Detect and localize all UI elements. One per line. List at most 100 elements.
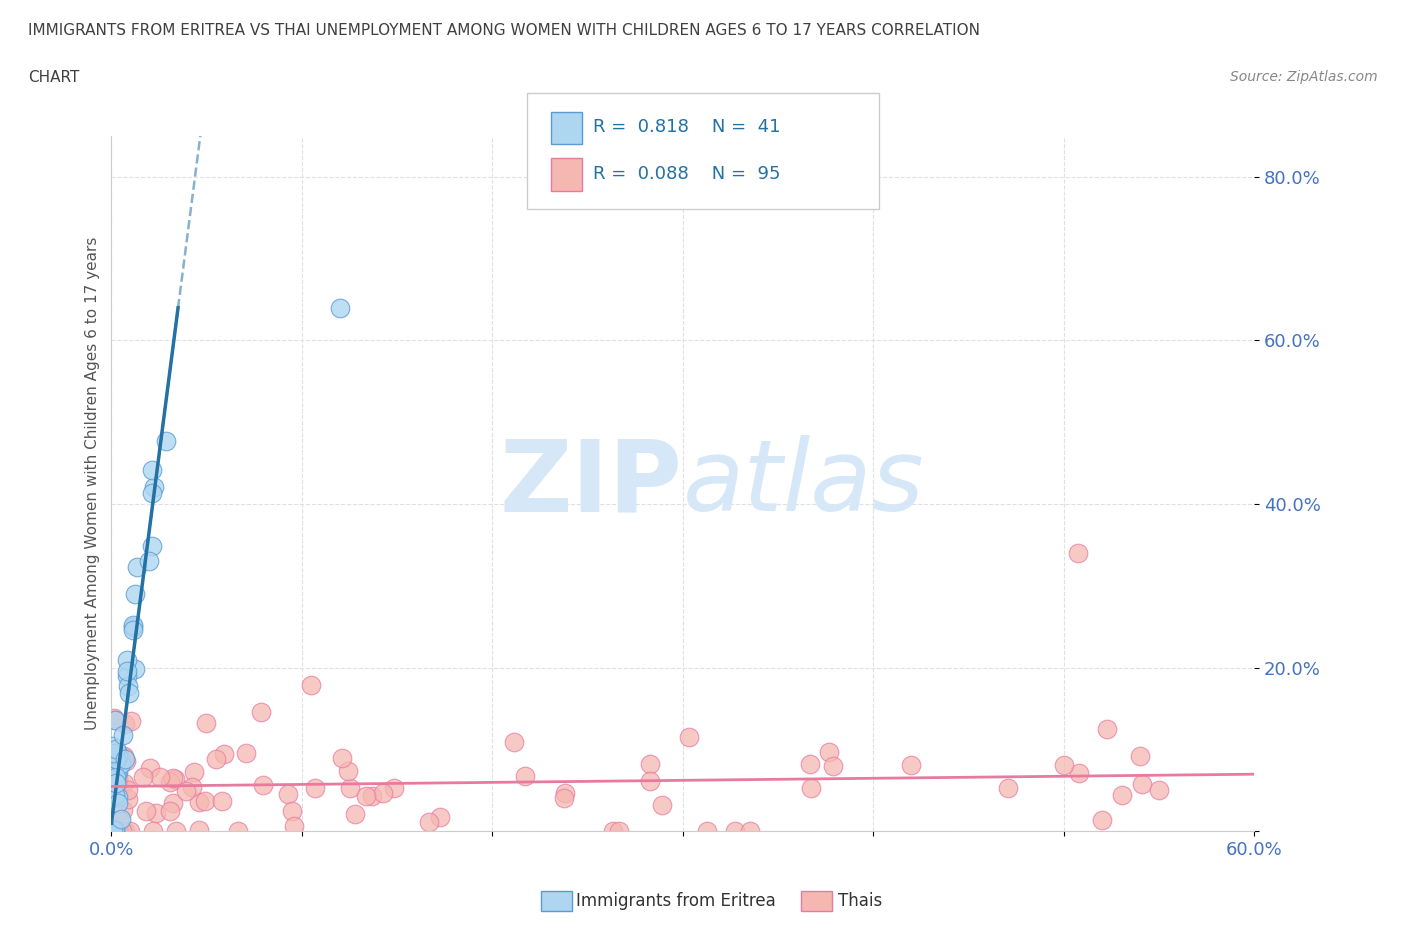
Point <box>163 772 186 787</box>
Point <box>105 785 128 800</box>
Point <box>103 822 125 837</box>
Point <box>823 758 845 773</box>
Point <box>329 300 352 315</box>
Point <box>108 778 131 793</box>
Point <box>112 749 135 764</box>
Point <box>104 712 127 727</box>
Point <box>250 705 273 720</box>
Point <box>105 776 128 790</box>
Point <box>132 770 155 785</box>
Point <box>120 713 142 728</box>
Point <box>1067 546 1090 561</box>
Point <box>110 756 132 771</box>
Point <box>103 819 125 834</box>
Point <box>211 793 233 808</box>
Point <box>1130 777 1153 791</box>
Point <box>105 766 128 781</box>
Point <box>1147 782 1170 797</box>
Point <box>194 794 217 809</box>
Point <box>1095 722 1118 737</box>
Point <box>373 786 395 801</box>
Point <box>344 806 367 821</box>
Point <box>107 773 129 788</box>
Point <box>554 785 576 800</box>
Point <box>165 823 187 838</box>
Point <box>515 769 537 784</box>
Point <box>226 823 249 838</box>
Point <box>651 798 673 813</box>
Point <box>205 751 228 766</box>
Point <box>122 619 145 634</box>
Point <box>429 810 451 825</box>
Point <box>105 742 128 757</box>
Point <box>997 780 1019 795</box>
Point <box>111 803 134 817</box>
Text: R =  0.818    N =  41: R = 0.818 N = 41 <box>593 118 780 137</box>
Point <box>138 553 160 568</box>
Point <box>330 751 353 765</box>
Point <box>135 804 157 818</box>
Point <box>214 747 236 762</box>
Point <box>799 757 821 772</box>
Point <box>640 773 662 788</box>
Point <box>122 623 145 638</box>
Point <box>418 815 440 830</box>
Point <box>114 752 136 767</box>
Point <box>724 823 747 838</box>
Point <box>104 751 127 766</box>
Text: Thais: Thais <box>838 892 882 910</box>
Point <box>107 790 129 804</box>
Point <box>162 770 184 785</box>
Point <box>181 779 204 794</box>
Point <box>1067 765 1090 780</box>
Point <box>818 745 841 760</box>
Point <box>145 806 167 821</box>
Point <box>640 757 662 772</box>
Point <box>281 804 304 819</box>
Point <box>111 823 134 838</box>
Point <box>111 727 134 742</box>
Point <box>141 462 163 477</box>
Point <box>108 823 131 838</box>
Point <box>103 786 125 801</box>
Point <box>115 653 138 668</box>
Point <box>121 618 143 632</box>
Point <box>107 776 129 790</box>
Point <box>115 669 138 684</box>
Point <box>101 745 124 760</box>
Point <box>120 823 142 838</box>
Point <box>336 764 359 778</box>
Text: atlas: atlas <box>683 435 924 532</box>
Point <box>696 823 718 838</box>
Text: ZIP: ZIP <box>501 435 683 532</box>
Point <box>143 479 166 494</box>
Point <box>104 822 127 837</box>
Point <box>339 781 361 796</box>
Point <box>382 781 405 796</box>
Point <box>112 776 135 790</box>
Point <box>356 789 378 804</box>
Point <box>304 781 326 796</box>
Point <box>105 788 128 803</box>
Point <box>117 791 139 806</box>
Point <box>602 823 624 838</box>
Point <box>110 747 132 762</box>
Point <box>194 715 217 730</box>
Point <box>107 764 129 779</box>
Text: R =  0.088    N =  95: R = 0.088 N = 95 <box>593 165 780 183</box>
Point <box>283 818 305 833</box>
Point <box>252 777 274 792</box>
Point <box>235 746 257 761</box>
Point <box>900 758 922 773</box>
Point <box>114 717 136 732</box>
Point <box>124 587 146 602</box>
Point <box>740 823 762 838</box>
Point <box>117 782 139 797</box>
Point <box>124 661 146 676</box>
Point <box>553 790 575 805</box>
Text: CHART: CHART <box>28 70 80 85</box>
Point <box>127 560 149 575</box>
Text: Immigrants from Eritrea: Immigrants from Eritrea <box>576 892 776 910</box>
Point <box>155 433 177 448</box>
Point <box>107 823 129 838</box>
